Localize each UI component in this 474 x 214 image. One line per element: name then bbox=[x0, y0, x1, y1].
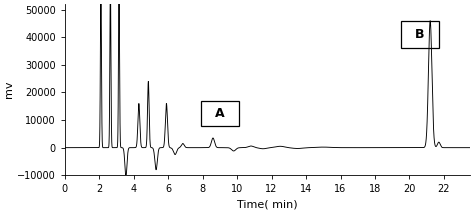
X-axis label: Time( min): Time( min) bbox=[237, 200, 298, 210]
FancyBboxPatch shape bbox=[401, 21, 439, 48]
Y-axis label: mv: mv bbox=[4, 81, 14, 98]
Text: A: A bbox=[215, 107, 225, 120]
FancyBboxPatch shape bbox=[201, 101, 239, 126]
Text: B: B bbox=[415, 28, 425, 41]
